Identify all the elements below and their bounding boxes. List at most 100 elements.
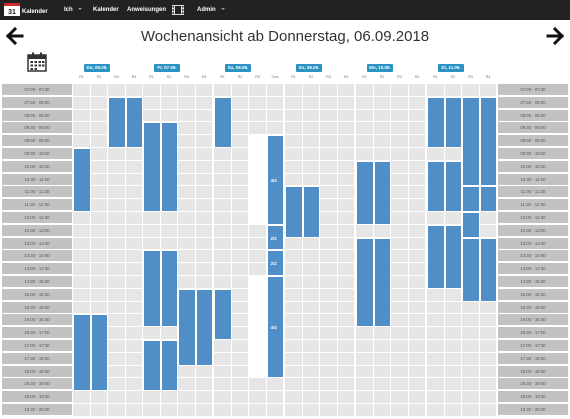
grid-cell[interactable] — [444, 391, 462, 404]
grid-cell[interactable] — [231, 122, 249, 136]
grid-cell[interactable] — [373, 352, 391, 366]
grid-cell[interactable] — [214, 224, 232, 238]
grid-cell[interactable] — [462, 391, 480, 404]
grid-cell[interactable] — [285, 250, 303, 264]
grid-cell[interactable] — [427, 340, 445, 353]
grid-cell[interactable] — [231, 378, 249, 392]
film-icon[interactable] — [172, 5, 184, 15]
grid-cell[interactable] — [337, 276, 355, 289]
booking-block[interactable] — [462, 237, 480, 302]
grid-cell[interactable] — [73, 109, 91, 123]
grid-cell[interactable] — [408, 352, 426, 366]
booking-block[interactable]: 4/4 — [266, 135, 284, 225]
grid-cell[interactable] — [408, 378, 426, 392]
grid-cell[interactable] — [73, 391, 91, 404]
grid-cell[interactable] — [391, 122, 409, 136]
grid-cell[interactable] — [266, 378, 284, 392]
grid-cell[interactable] — [320, 340, 338, 353]
grid-cell[interactable] — [373, 340, 391, 353]
booking-block[interactable] — [427, 224, 445, 289]
grid-cell[interactable] — [391, 365, 409, 379]
grid-cell[interactable] — [73, 301, 91, 315]
grid-cell[interactable] — [337, 404, 355, 417]
grid-cell[interactable] — [285, 173, 303, 187]
grid-cell[interactable] — [231, 314, 249, 328]
grid-cell[interactable] — [125, 84, 143, 97]
grid-cell[interactable] — [302, 237, 320, 251]
grid-cell[interactable] — [444, 314, 462, 328]
booking-block[interactable] — [214, 288, 232, 340]
grid-cell[interactable] — [108, 288, 126, 302]
booking-block[interactable] — [195, 288, 213, 366]
grid-cell[interactable] — [302, 122, 320, 136]
grid-cell[interactable] — [302, 173, 320, 187]
grid-cell[interactable] — [320, 288, 338, 302]
grid-cell[interactable] — [143, 109, 161, 123]
grid-cell[interactable] — [320, 96, 338, 110]
grid-cell[interactable] — [391, 212, 409, 225]
grid-cell[interactable] — [337, 160, 355, 174]
grid-cell[interactable] — [231, 327, 249, 340]
brand-label[interactable]: Kalender — [22, 9, 48, 15]
grid-cell[interactable] — [214, 237, 232, 251]
grid-cell[interactable] — [214, 352, 232, 366]
grid-cell[interactable] — [302, 327, 320, 340]
grid-cell[interactable] — [125, 378, 143, 392]
grid-cell[interactable] — [73, 288, 91, 302]
grid-cell[interactable] — [427, 391, 445, 404]
grid-cell[interactable] — [462, 84, 480, 97]
grid-cell[interactable] — [108, 276, 126, 289]
grid-cell[interactable] — [231, 148, 249, 161]
grid-cell[interactable] — [444, 148, 462, 161]
grid-cell[interactable] — [108, 237, 126, 251]
grid-cell[interactable] — [125, 237, 143, 251]
grid-cell[interactable] — [320, 237, 338, 251]
grid-cell[interactable] — [427, 288, 445, 302]
grid-cell[interactable] — [408, 263, 426, 276]
grid-cell[interactable] — [302, 314, 320, 328]
grid-cell[interactable] — [125, 365, 143, 379]
grid-cell[interactable] — [231, 186, 249, 200]
grid-cell[interactable] — [427, 352, 445, 366]
grid-cell[interactable] — [320, 135, 338, 148]
grid-cell[interactable] — [408, 250, 426, 264]
grid-cell[interactable] — [90, 288, 108, 302]
grid-cell[interactable] — [90, 109, 108, 123]
grid-cell[interactable] — [285, 109, 303, 123]
grid-cell[interactable] — [479, 404, 497, 417]
grid-cell[interactable] — [108, 224, 126, 238]
grid-cell[interactable] — [373, 96, 391, 110]
grid-cell[interactable] — [337, 135, 355, 148]
grid-cell[interactable] — [108, 378, 126, 392]
grid-cell[interactable] — [320, 212, 338, 225]
booking-block[interactable] — [143, 122, 161, 212]
grid-cell[interactable] — [108, 404, 126, 417]
grid-cell[interactable] — [320, 160, 338, 174]
grid-cell[interactable] — [195, 186, 213, 200]
grid-cell[interactable] — [373, 378, 391, 392]
grid-cell[interactable] — [285, 148, 303, 161]
grid-cell[interactable] — [160, 212, 178, 225]
grid-cell[interactable] — [160, 237, 178, 251]
grid-cell[interactable] — [108, 160, 126, 174]
grid-cell[interactable] — [302, 276, 320, 289]
grid-cell[interactable] — [302, 378, 320, 392]
calendar-brand-icon[interactable]: 31 — [4, 2, 20, 16]
grid-cell[interactable] — [320, 148, 338, 161]
grid-cell[interactable] — [427, 365, 445, 379]
grid-cell[interactable] — [356, 224, 374, 238]
grid-cell[interactable] — [462, 340, 480, 353]
grid-cell[interactable] — [90, 84, 108, 97]
grid-cell[interactable] — [444, 288, 462, 302]
grid-cell[interactable] — [231, 96, 249, 110]
grid-cell[interactable] — [90, 173, 108, 187]
grid-cell[interactable] — [462, 378, 480, 392]
grid-cell[interactable] — [231, 365, 249, 379]
day-header[interactable]: Sa, 08.09. — [225, 64, 251, 72]
grid-cell[interactable] — [391, 340, 409, 353]
booking-block[interactable] — [462, 212, 480, 238]
grid-cell[interactable] — [125, 327, 143, 340]
grid-cell[interactable] — [285, 365, 303, 379]
grid-cell[interactable] — [125, 301, 143, 315]
grid-cell[interactable] — [195, 199, 213, 212]
